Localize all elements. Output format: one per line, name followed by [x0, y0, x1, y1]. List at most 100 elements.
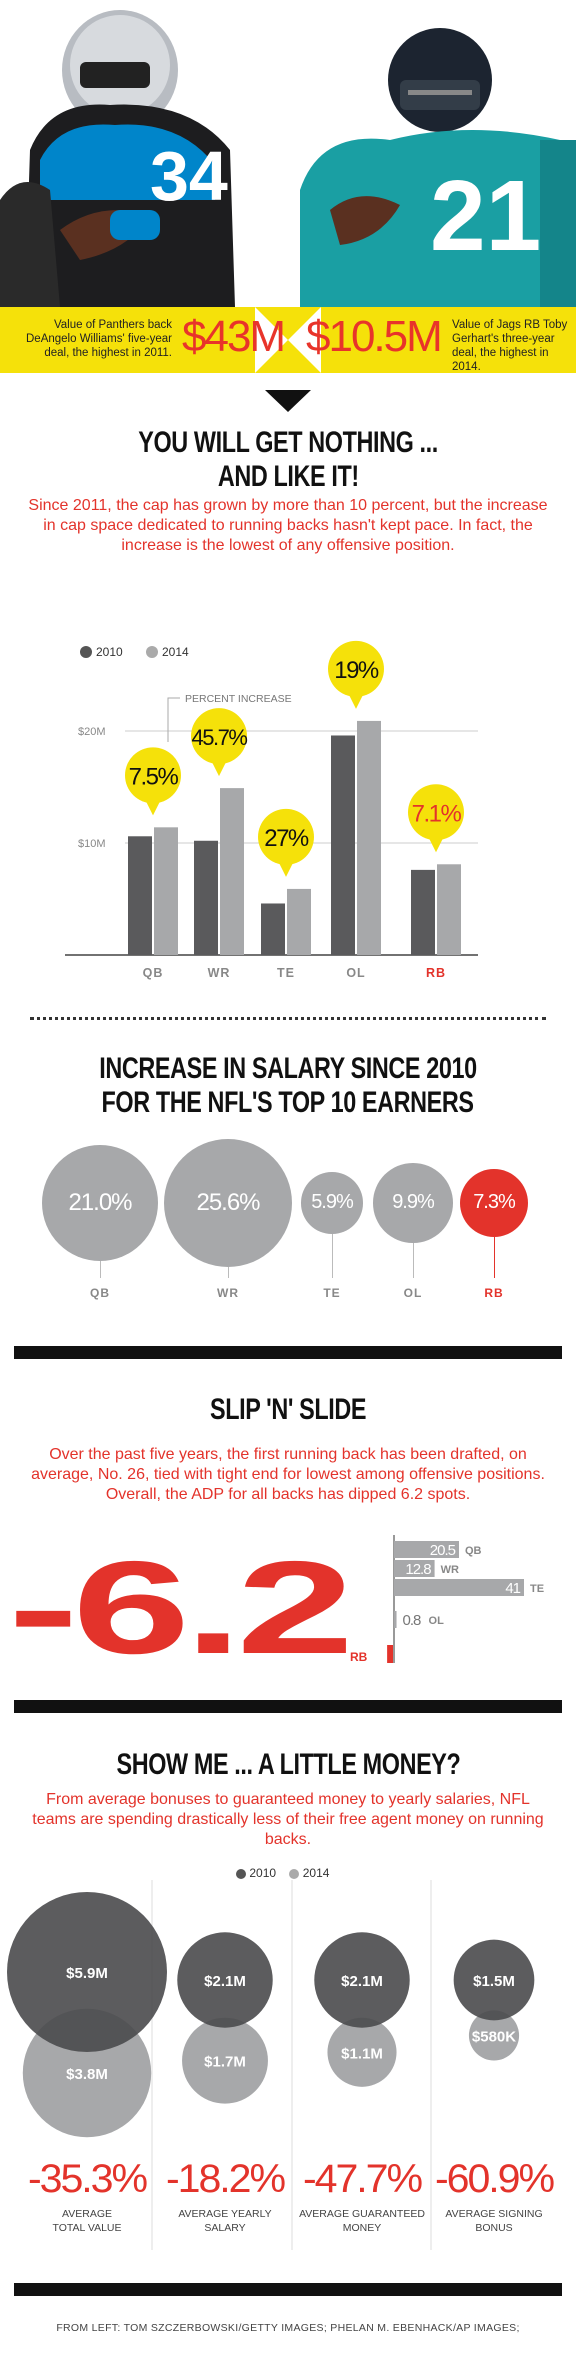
money-label-line2: MONEY: [343, 2222, 382, 2234]
x-tick-label-wr: WR: [208, 966, 231, 980]
percent-bubble-ol: [328, 640, 384, 697]
bar-2014-ol: [357, 720, 381, 955]
legend-2010-swatch: [80, 646, 92, 658]
section2-title-line1: INCREASE IN SALARY SINCE 2010: [99, 1052, 477, 1085]
hero-left-caption: Value of Panthers back DeAngelo Williams…: [26, 319, 172, 359]
money-bubble-2014: [182, 2017, 268, 2104]
money-value-2010: $2.1M: [341, 1973, 383, 1990]
x-tick-label-te: TE: [277, 966, 295, 980]
adp-value-te: 41: [505, 1580, 520, 1597]
money-value-2014: $3.8M: [66, 2066, 108, 2083]
adp-value-wr: 12.8: [405, 1561, 431, 1578]
photo-credit: FROM LEFT: TOM SZCZERBOWSKI/GETTY IMAGES…: [56, 2322, 520, 2334]
section1-title-line1: YOU WILL GET NOTHING ...: [138, 426, 438, 459]
salary-bubble-value: 21.0%: [68, 1188, 132, 1216]
salary-bubble-stem: [100, 1260, 101, 1278]
adp-bar-wr: [394, 1560, 435, 1577]
hero-banner: 34 21 Value of Panthers back DeAngelo Wi…: [0, 0, 576, 375]
y-tick-label: $20M: [78, 726, 106, 738]
money-change: -60.9%: [435, 2157, 554, 2201]
jaguars-jersey-number: 21: [430, 160, 541, 272]
legend-2010-label: 2010: [249, 1866, 277, 1880]
salary-bubble-qb: 21.0%: [42, 1145, 158, 1261]
money-change: -18.2%: [166, 2157, 285, 2201]
bar-2014-qb: [154, 827, 178, 955]
money-bubble-2014: [327, 2017, 397, 2087]
adp-label-ol: OL: [429, 1615, 445, 1627]
salary-bubble-stem: [332, 1233, 333, 1278]
money-label-line1: AVERAGE: [62, 2208, 112, 2220]
x-tick-label-rb: RB: [426, 966, 446, 980]
down-arrow-icon: [265, 390, 311, 412]
bar-2014-te: [287, 888, 311, 955]
percent-increase-label-qb: 7.5%: [129, 763, 179, 790]
percent-increase-label-ol: 19%: [334, 657, 379, 684]
adp-bar-qb: [394, 1541, 459, 1558]
money-change: -47.7%: [303, 2157, 422, 2201]
legend-2010-swatch: [236, 1868, 246, 1879]
adp-rb-label: RB: [350, 1650, 368, 1664]
adp-change-chart: -6.2 RB 20.5 QB 12.8 WR 41 TE 0.8 OL: [8, 1535, 544, 1665]
section4-dek: From average bonuses to guaranteed money…: [32, 1791, 544, 1848]
section3-title: SLIP 'N' SLIDE: [209, 1393, 367, 1426]
salary-bubble-label-rb: RB: [484, 1286, 504, 1300]
money-value-2010: $1.5M: [473, 1973, 515, 1990]
adp-label-qb: QB: [465, 1545, 482, 1557]
percent-bubble-wr: [191, 708, 247, 765]
hero-photo-illustration: 34 21: [0, 0, 576, 375]
percent-bubble-pointer: [211, 760, 227, 777]
section3-dek: Over the past five years, the first runn…: [31, 1446, 545, 1503]
salary-bubble-label-qb: QB: [90, 1286, 110, 1300]
bar-2014-rb: [437, 864, 461, 955]
salary-bubble-stem: [413, 1242, 414, 1278]
percent-bubble-te: [258, 808, 314, 865]
salary-bubble-te: 5.9%: [301, 1172, 363, 1234]
bar-2010-te: [261, 903, 285, 955]
hero-arrow-divider: [255, 307, 321, 373]
adp-bar-ol: [394, 1611, 397, 1628]
callout-leader-line: [167, 697, 180, 742]
money-value-2014: $1.1M: [341, 2045, 383, 2062]
money-label-line2: SALARY: [204, 2222, 245, 2234]
bar-2010-ol: [331, 735, 355, 955]
salary-bubble-wr: 25.6%: [164, 1139, 292, 1267]
salary-bubble-value: 7.3%: [473, 1191, 516, 1214]
percent-bubble-pointer: [428, 836, 444, 853]
section1-dek: Since 2011, the cap has grown by more th…: [28, 497, 548, 554]
bar-2014-wr: [220, 788, 244, 955]
legend-2014-label: 2014: [162, 645, 189, 659]
salary-bubble-stem: [228, 1267, 229, 1278]
section-divider-3: [14, 2283, 562, 2296]
adp-bar-te: [394, 1579, 524, 1596]
percent-bubble-pointer: [348, 692, 364, 709]
hero-right-caption: Value of Jags RB Toby Gerhart's three-ye…: [452, 319, 568, 373]
percent-increase-label-rb: 7.1%: [412, 800, 462, 827]
hero-left-amount: $43M: [182, 312, 286, 361]
money-bubble-2010: [7, 1892, 167, 2052]
salary-bubble-value: 9.9%: [392, 1191, 435, 1214]
adp-label-wr: WR: [441, 1564, 459, 1576]
money-label-line2: BONUS: [475, 2222, 512, 2234]
adp-big-number: -6.2: [8, 1535, 348, 1665]
salary-bubble-ol: 9.9%: [373, 1163, 453, 1243]
money-label-line1: AVERAGE GUARANTEED: [299, 2208, 425, 2220]
bar-2010-wr: [194, 840, 218, 955]
adp-bar-rb: [387, 1645, 394, 1663]
salary-bubble-label-wr: WR: [217, 1286, 239, 1300]
percent-increase-label-te: 27%: [264, 825, 309, 852]
salary-bubble-value: 25.6%: [196, 1189, 260, 1216]
salary-bubble-stem: [494, 1237, 495, 1278]
money-bubble-2010: [177, 1932, 273, 2028]
section2-title-line2: FOR THE NFL'S TOP 10 EARNERS: [101, 1086, 475, 1119]
percent-bubble-pointer: [278, 860, 294, 877]
money-bubble-2010: [453, 1939, 535, 2021]
bar-2010-rb: [411, 869, 435, 955]
money-label-line1: AVERAGE SIGNING: [445, 2208, 542, 2220]
percent-bubble-pointer: [145, 799, 161, 816]
dotted-divider: [30, 1017, 546, 1020]
money-value-2010: $2.1M: [204, 1973, 246, 1990]
y-tick-label: $10M: [78, 838, 106, 850]
percent-increase-label-wr: 45.7%: [192, 725, 248, 750]
hero-right-amount: $10.5M: [306, 312, 443, 361]
legend-2014-label: 2014: [302, 1866, 330, 1880]
